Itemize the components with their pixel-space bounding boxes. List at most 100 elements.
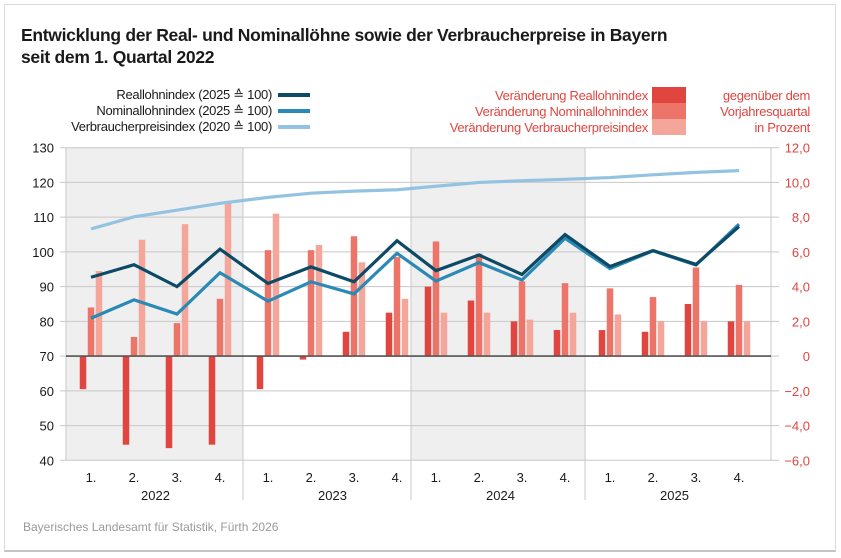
bar-vpi [358, 262, 366, 357]
bar-reallohn [165, 356, 173, 449]
title-line-2: seit dem 1. Quartal 2022 [21, 47, 215, 67]
bar-vpi [569, 312, 577, 357]
legend-swatch-reallohn [278, 93, 310, 97]
right-tick-label: −2,0 [784, 384, 810, 399]
bar-reallohn [467, 300, 475, 357]
bar-reallohn [553, 330, 561, 357]
quarter-label: 4. [392, 470, 403, 485]
bar-nominallohn [216, 298, 224, 357]
bar-vpi [272, 213, 280, 357]
legend-label: Verbraucherpreisindex (2020 ≙ 100) [71, 119, 272, 134]
left-tick-label: 70 [40, 349, 54, 364]
legend-swatch-nominallohn [278, 109, 310, 113]
quarter-label: 3. [349, 470, 360, 485]
left-tick-label: 90 [40, 280, 54, 295]
bar-legend: Veränderung Reallohnindex gegenüber dem … [400, 87, 820, 135]
quarter-label: 2. [306, 470, 317, 485]
legend-item-bar-vpi: Veränderung Verbraucherpreisindex in Pro… [400, 119, 820, 135]
right-tick-label: −6,0 [784, 453, 810, 468]
bar-reallohn [299, 356, 307, 360]
bar-reallohn [727, 321, 735, 357]
bar-reallohn [122, 356, 130, 445]
bar-reallohn [684, 304, 692, 357]
line-legend: Reallohnindex (2025 ≙ 100) Nominallohnin… [20, 87, 310, 135]
left-tick-label: 80 [40, 314, 54, 329]
bar-reallohn [641, 331, 649, 357]
chart-title: Entwicklung der Real- und Nominallöhne s… [21, 24, 668, 68]
bar-nominallohn [649, 297, 657, 357]
bar-nominallohn [475, 253, 483, 357]
bar-vpi [181, 224, 189, 357]
bar-reallohn [208, 356, 216, 445]
legend-label: Veränderung Reallohnindex [495, 87, 648, 103]
quarter-label: 2. [648, 470, 659, 485]
legend-item-reallohn: Reallohnindex (2025 ≙ 100) [20, 87, 310, 103]
bar-reallohn [79, 356, 87, 390]
bar-nominallohn [393, 257, 401, 357]
legend-swatch-bar-nominallohn [652, 103, 686, 119]
bar-reallohn [598, 330, 606, 357]
bar-reallohn [510, 321, 518, 357]
year-shade-2024 [411, 147, 585, 461]
bar-nominallohn [432, 241, 440, 357]
legend-label: Nominallohnindex (2025 ≙ 100) [96, 103, 272, 118]
legend-item-bar-nominallohn: Veränderung Nominallohnindex Vorjahresqu… [400, 103, 820, 119]
bar-nominallohn [173, 323, 181, 357]
bar-nominallohn [692, 267, 700, 357]
right-tick-label: 12,0 [785, 141, 810, 156]
left-tick-label: 130 [32, 141, 54, 156]
left-tick-label: 100 [32, 245, 54, 260]
legend-swatch-bar-reallohn [652, 87, 686, 103]
bar-vpi [401, 298, 409, 357]
year-shade-2022 [66, 147, 243, 461]
left-tick-label: 110 [33, 210, 54, 225]
legend-swatch-vpi [278, 125, 310, 129]
right-tick-label: 0 [803, 349, 810, 364]
bar-vpi [483, 312, 491, 357]
line-reallohn [90, 225, 741, 289]
quarter-label: 3. [172, 470, 183, 485]
bar-reallohn [424, 286, 432, 357]
bar-reallohn [256, 356, 264, 390]
legend-label: Veränderung Verbraucherpreisindex [449, 119, 649, 135]
left-tick-label: 50 [40, 419, 54, 434]
quarter-label: 1. [431, 470, 442, 485]
right-tick-label: 10,0 [785, 175, 810, 190]
quarter-label: 4. [215, 470, 226, 485]
quarter-label: 1. [86, 470, 97, 485]
year-label: 2023 [318, 488, 347, 503]
bar-vpi [743, 321, 751, 357]
source-note: Bayerisches Landesamt für Statistik, Für… [23, 520, 279, 534]
left-tick-label: 120 [32, 175, 54, 190]
legend-item-bar-reallohn: Veränderung Reallohnindex gegenüber dem [400, 87, 820, 103]
left-tick-label: 60 [40, 384, 54, 399]
bar-vpi [526, 319, 534, 357]
bar-nominallohn [307, 250, 315, 357]
right-tick-label: 8,0 [792, 210, 810, 225]
bar-vpi [224, 203, 232, 357]
legend-label: Veränderung Nominallohnindex [474, 103, 648, 119]
quarter-label: 4. [560, 470, 571, 485]
left-tick-label: 40 [40, 453, 54, 468]
bar-nominallohn [606, 288, 614, 357]
bar-vpi [315, 244, 323, 357]
legend-note: in Prozent [754, 119, 810, 135]
bar-vpi [700, 321, 708, 357]
right-tick-label: 2,0 [792, 314, 810, 329]
bar-nominallohn [518, 281, 526, 357]
bar-vpi [657, 321, 665, 357]
quarter-label: 2. [129, 470, 140, 485]
bar-vpi [614, 314, 622, 357]
bar-nominallohn [735, 284, 743, 357]
right-tick-label: −4,0 [784, 419, 810, 434]
quarter-label: 3. [691, 470, 702, 485]
right-tick-label: 6,0 [792, 245, 810, 260]
bar-reallohn [385, 312, 393, 357]
year-label: 2022 [141, 488, 170, 503]
quarter-label: 3. [517, 470, 528, 485]
legend-label: Reallohnindex (2025 ≙ 100) [116, 87, 272, 102]
right-tick-label: 4,0 [792, 280, 810, 295]
bar-nominallohn [264, 250, 272, 357]
quarter-label: 1. [263, 470, 274, 485]
